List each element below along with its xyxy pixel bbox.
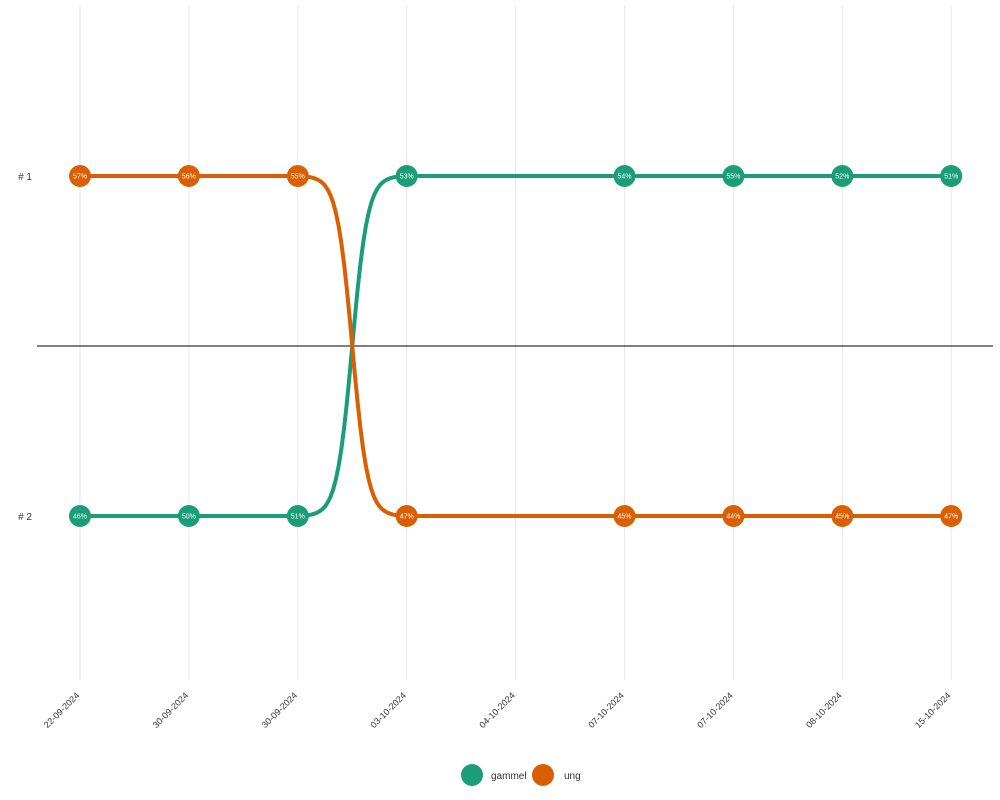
x-tick-label: 07-10-2024 [695, 690, 735, 730]
data-label: 45% [835, 514, 849, 521]
x-tick-label: 30-09-2024 [151, 690, 191, 730]
x-tick-label: 07-10-2024 [586, 690, 626, 730]
data-label: 47% [944, 514, 958, 521]
data-label: 57% [73, 174, 87, 181]
data-label: 51% [944, 174, 958, 181]
series-layer: 46% 50% 51% 53% 54% 55% 52% 51% 57% 56% 55% 47% 45% 4… [69, 165, 963, 527]
data-point-gammel [831, 165, 854, 187]
data-point-gammel [286, 505, 309, 527]
data-label: 44% [726, 514, 740, 521]
data-point-gammel [177, 505, 200, 527]
data-point-ung [940, 505, 963, 527]
y-rank-label: # 1 [18, 172, 32, 183]
data-point-ung [613, 505, 636, 527]
legend-label-gammel: gammel [491, 771, 527, 782]
data-point-gammel [722, 165, 745, 187]
x-tick-label: 03-10-2024 [368, 690, 408, 730]
data-label: 46% [73, 514, 87, 521]
data-point-gammel [940, 165, 963, 187]
grid-layer [79, 5, 952, 680]
data-label: 47% [400, 514, 414, 521]
legend: gammel ung [461, 764, 581, 786]
legend-key-ung [532, 764, 554, 786]
data-label: 53% [400, 174, 414, 181]
data-point-ung [831, 505, 854, 527]
data-label: 54% [617, 174, 631, 181]
legend-label-ung: ung [564, 771, 581, 782]
x-tick-label: 04-10-2024 [477, 690, 517, 730]
data-label: 55% [726, 174, 740, 181]
x-tick-label: 30-09-2024 [260, 690, 300, 730]
data-point-ung [69, 165, 91, 187]
x-tick-label: 08-10-2024 [804, 690, 844, 730]
data-point-gammel [613, 165, 636, 187]
data-label: 51% [291, 514, 305, 521]
data-point-ung [286, 165, 309, 187]
data-point-ung [722, 505, 745, 527]
data-label: 52% [835, 174, 849, 181]
data-label: 56% [182, 174, 196, 181]
data-label: 50% [182, 514, 196, 521]
y-rank-label: # 2 [18, 512, 32, 523]
data-point-ung [395, 505, 418, 527]
axis-layer: 22-09-2024 30-09-2024 30-09-2024 03-10-2024… [18, 172, 993, 730]
data-label: 45% [617, 514, 631, 521]
x-tick-label: 22-09-2024 [42, 690, 82, 730]
data-point-ung [177, 165, 200, 187]
data-point-gammel [395, 165, 418, 187]
legend-key-gammel [461, 764, 483, 786]
x-tick-label: 15-10-2024 [913, 690, 953, 730]
data-point-gammel [69, 505, 91, 527]
data-label: 55% [291, 174, 305, 181]
